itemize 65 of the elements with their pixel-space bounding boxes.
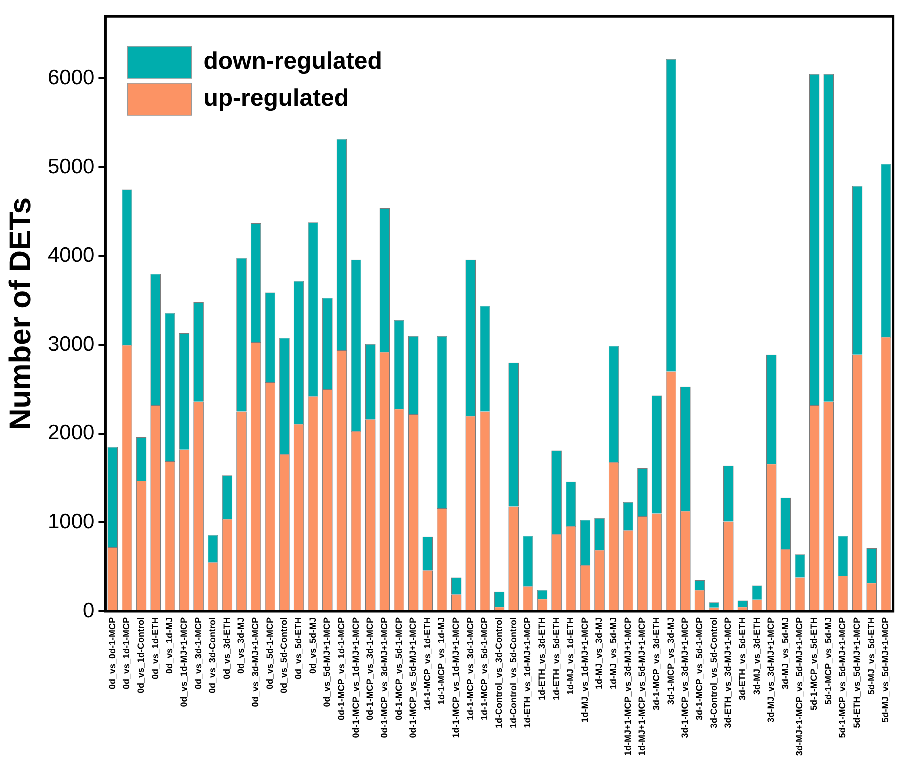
x-tick-label: 5d-1-MCP_vs_5d-ETH [809,617,820,710]
x-tick-label: 1d-ETH_vs_5d-ETH [551,617,562,700]
x-tick-label: 1d-1-MCP_vs_1d-MJ [436,617,447,705]
x-tick-label: 3d-1-MCP_vs_3d-ETH [652,617,662,710]
x-tick-label: 1d-1-MCP_vs_1d-ETH [422,617,432,710]
x-tick-label: 1d-MJ_vs_5d-MJ [608,617,619,690]
x-tick-label: 1d-1-MCP_vs_1d-MJ+1-MCP [451,617,462,738]
x-tick-label: 3d-MJ_vs_5d-MJ [780,617,790,690]
x-tick-label: 1d-MJ+1-MCP_vs_3d-MJ+1-MCP [622,617,633,756]
x-tick-label: 3d-1-MCP_vs_5d-1-MCP [694,617,704,720]
x-tick-label: 0d_vs_0d-1-MCP [107,617,118,690]
x-tick-label: 0d-1-MCP_vs_3d-1-MCP [365,617,376,720]
x-tick-label: 0d_vs_3d-ETH [222,617,232,680]
x-tick-label: 0d_vs_5d-MJ+1-MCP [322,617,332,708]
y-tick-label: 6000 [48,66,95,90]
x-tick-label: 0d_vs_5d-MJ [308,617,318,674]
y-tick-label: 5000 [48,155,95,178]
x-tick-label: 5d-1-MCP_vs_5d-MJ [823,617,834,705]
x-tick-label: 1d-MJ_vs_1d-ETH [566,617,576,695]
x-tick-label: 0d_vs_1d-Control [136,617,146,694]
x-tick-label: 3d-Control_vs_5d-Control [708,617,719,728]
x-tick-label: 5d-1-MCP_vs_5d-MJ+1-MCP [838,617,848,738]
x-tick-label: 3d-MJ_vs_3d-MJ+1-MCP [766,617,776,723]
y-axis-title: Number of DETs [4,198,38,430]
x-tick-label: 0d_vs_1d-MJ [164,617,175,674]
x-tick-label: 0d_vs_1d-MJ+1-MCP [178,617,189,708]
x-tick-label: 0d-1-MCP_vs_1d-1-MCP [336,617,346,720]
x-tick-label: 1d-ETH_vs_3d-ETH [536,617,547,700]
x-tick-label: 0d_vs_1d-ETH [150,617,160,680]
y-tick-label: 3000 [48,332,95,356]
x-tick-label: 0d_vs_5d-Control [279,617,290,694]
x-tick-label: 5d-ETH_vs_5d-MJ+1-MCP [852,617,862,728]
x-tick-label: 0d_vs_3d-MJ+1-MCP [250,617,261,708]
y-tick-label: 1000 [48,510,95,534]
x-tick-label: 0d-1-MCP_vs_5d-1-MCP [394,617,404,720]
x-tick-label: 5d-MJ_vs_5d-MJ+1-MCP [880,617,891,723]
x-tick-label: 1d-MJ_vs_3d-MJ [594,617,604,690]
x-tick-label: 3d-MJ_vs_3d-ETH [752,617,762,695]
y-tick-label: 4000 [48,244,95,268]
legend-label: up-regulated [204,85,350,112]
legend-label: down-regulated [204,48,382,76]
x-tick-label: 0d_vs_3d-MJ [236,617,246,674]
x-tick-label: 1d-ETH_vs_1d-MJ+1-MCP [522,617,533,728]
x-tick-label: 3d-1-MCP_vs_3d-MJ [666,617,676,705]
x-tick-label: 0d_vs_5d-ETH [294,617,304,680]
x-tick-label: 0d-1-MCP_vs_3d-MJ+1-MCP [379,617,390,738]
x-tick-label: 3d-ETH_vs_3d-MJ+1-MCP [723,617,734,728]
x-tick-label: 1d-1-MCP_vs_5d-1-MCP [480,617,490,720]
x-tick-label: 0d_vs_3d-Control [208,617,218,694]
x-tick-label: 1d-MJ_vs_1d-MJ+1-MCP [580,617,590,723]
x-tick-label: 3d-ETH_vs_5d-ETH [737,617,748,700]
y-tick-label: 2000 [48,422,95,445]
x-tick-label: 5d-MJ_vs_5d-ETH [866,617,876,695]
x-tick-label: 0d-1-MCP_vs_1d-MJ+1-MCP [350,617,361,738]
x-tick-label: 1d-Control_vs_5d-Control [508,617,518,728]
x-tick-label: 3d-MJ+1-MCP_vs_5d-MJ+1-MCP [794,617,805,756]
x-tick-label: 1d-Control_vs_3d-Control [494,617,504,728]
y-tick-label: 0 [83,599,95,622]
x-tick-label: 0d_vs_1d-1-MCP [122,617,132,690]
x-tick-label: 0d_vs_3d-1-MCP [193,617,204,690]
x-tick-label: 0d_vs_5d-1-MCP [264,617,275,690]
x-tick-label: 0d-1-MCP_vs_5d-MJ+1-MCP [408,617,418,738]
x-tick-label: 1d-MJ+1-MCP_vs_5d-MJ+1-MCP [637,617,648,756]
x-tick-label: 1d-1-MCP_vs_3d-1-MCP [465,617,476,720]
x-tick-label: 3d-1-MCP_vs_3d-MJ+1-MCP [680,617,690,738]
